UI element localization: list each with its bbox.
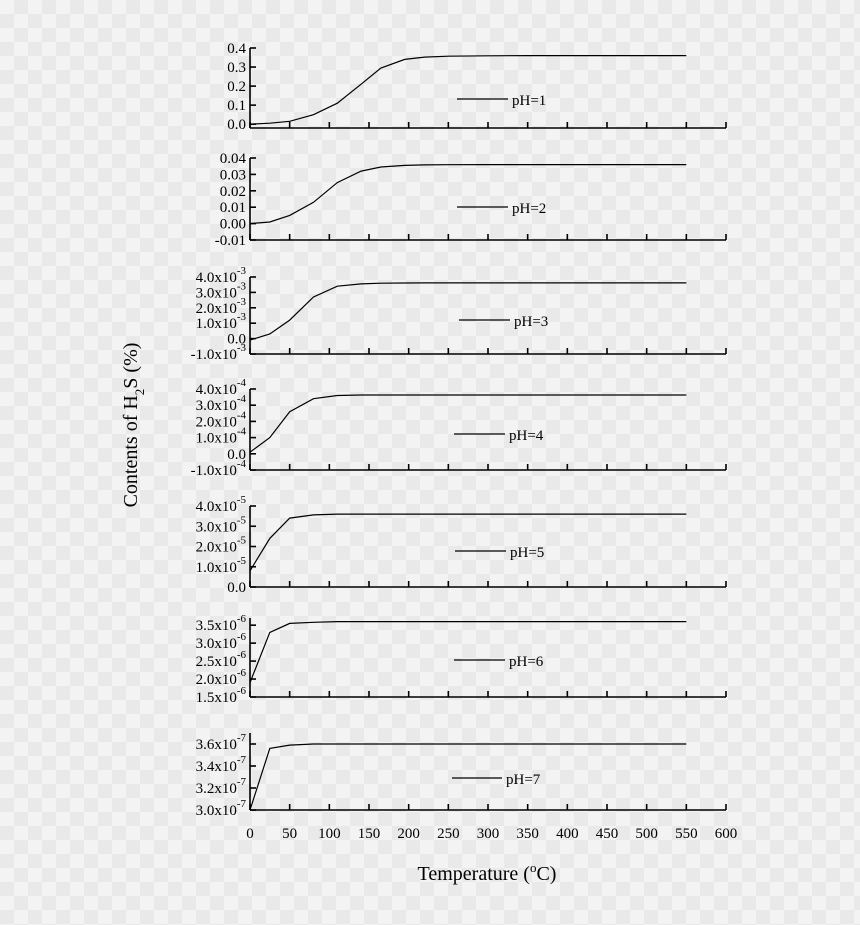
panel-1: 0.0 0.1 0.2 0.3 0.4 pH=1: [227, 41, 727, 133]
y-axis-title: Contents of H2S (%): [120, 343, 147, 508]
x-tick-label: 100: [318, 826, 341, 842]
series-line-pH=4: [249, 394, 687, 453]
y-tick-label: 2.0x10-6: [196, 667, 247, 688]
y-tick-label: 0.03: [220, 167, 246, 183]
legend-label: pH=5: [510, 545, 544, 561]
chart-panels: 0.00.10.20.30.4pH=1-0.010.000.010.020.03…: [191, 41, 727, 819]
y-tick-label: 2.0x10-4: [196, 409, 247, 430]
y-tick-label: 3.4x10-7: [196, 754, 247, 775]
y-tick-label: 1.0x10-4: [196, 426, 247, 447]
y-tick-label: 0.00: [220, 217, 246, 233]
panel-6: 1.5x10-62.0x10-62.5x10-63.0x10-63.5x10-6…: [196, 613, 727, 706]
x-tick-label: 550: [675, 826, 698, 842]
y-tick-label: 3.6x10-7: [196, 732, 247, 753]
y-tick-label: 3.0x10-4: [196, 393, 247, 414]
y-tick-label: 0.04: [220, 151, 247, 167]
series-line-pH=7: [249, 743, 687, 811]
y-tick-label: 0.0: [227, 580, 246, 596]
y-tick-label: 0.0: [227, 117, 246, 133]
legend-label: pH=3: [514, 314, 548, 330]
y-tick-label: 3.0x10-6: [196, 631, 247, 652]
y-tick-label: 2.5x10-6: [196, 649, 247, 670]
y-tick-label: -1.0x10-3: [191, 342, 247, 363]
x-tick-label: 400: [556, 826, 579, 842]
x-tick-label: 350: [516, 826, 539, 842]
series-line-pH=3: [249, 282, 687, 341]
panel-5: 0.0 1.0x10-52.0x10-53.0x10-54.0x10-5 pH=5: [196, 494, 727, 596]
legend-label: pH=7: [506, 772, 541, 788]
y-tick-label: 4.0x10-3: [196, 265, 247, 286]
series-line-pH=1: [249, 54, 687, 125]
y-tick-label: 0.0: [227, 332, 246, 348]
y-tick-label: 1.0x10-5: [196, 555, 247, 576]
y-tick-label: 0.2: [227, 79, 246, 95]
panel-2: -0.010.000.010.020.030.04 pH=2: [215, 151, 727, 249]
y-tick-label: 1.0x10-3: [196, 311, 247, 332]
series-line-pH=6: [249, 620, 687, 683]
y-tick-label: 0.3: [227, 60, 246, 76]
y-tick-label: 3.0x10-3: [196, 280, 247, 301]
y-tick-label: 3.2x10-7: [196, 776, 247, 797]
y-tick-label: 0.01: [220, 200, 246, 216]
y-tick-label: 2.0x10-3: [196, 296, 247, 317]
series-line-pH=5: [249, 513, 687, 572]
x-tick-label: 450: [596, 826, 619, 842]
x-tick-label: 50: [282, 826, 297, 842]
series-line-pH=2: [249, 164, 687, 225]
panel-4: -1.0x10-40.01.0x10-42.0x10-43.0x10-44.0x…: [191, 377, 727, 479]
legend-label: pH=1: [512, 93, 546, 109]
y-tick-label: 3.0x10-7: [196, 798, 247, 819]
legend-label: pH=6: [509, 654, 544, 670]
x-tick-label: 200: [397, 826, 420, 842]
y-tick-label: -1.0x10-4: [191, 458, 247, 479]
x-tick-label: 300: [477, 826, 500, 842]
x-tick-label: 150: [358, 826, 381, 842]
y-tick-label: 0.1: [227, 98, 246, 114]
y-tick-label: 0.4: [227, 41, 246, 57]
x-tick-label: 0: [246, 826, 254, 842]
x-axis-title: Temperature (oC): [418, 860, 557, 885]
y-tick-label: 4.0x10-5: [196, 494, 247, 515]
y-tick-label: 3.5x10-6: [196, 613, 247, 634]
y-tick-label: 4.0x10-4: [196, 377, 247, 398]
y-tick-label: 3.0x10-5: [196, 514, 247, 535]
y-tick-label: 0.02: [220, 184, 246, 200]
x-tick-label: 600: [715, 826, 738, 842]
y-tick-label: 2.0x10-5: [196, 535, 247, 556]
legend-label: pH=2: [512, 201, 546, 217]
x-axis-tick-labels: 0 50 100 150 200 250 300 350 400 450 500 550 600: [246, 826, 737, 842]
y-tick-label: -0.01: [215, 233, 246, 249]
panel-7: 3.0x10-73.2x10-73.4x10-73.6x10-7 pH=7: [196, 732, 727, 819]
y-tick-label: 0.0: [227, 447, 246, 463]
y-tick-label: 1.5x10-6: [196, 685, 247, 706]
x-tick-label: 500: [635, 826, 658, 842]
x-tick-label: 250: [437, 826, 460, 842]
legend-label: pH=4: [509, 428, 544, 444]
panel-3: -1.0x10-30.01.0x10-32.0x10-33.0x10-34.0x…: [191, 265, 727, 363]
